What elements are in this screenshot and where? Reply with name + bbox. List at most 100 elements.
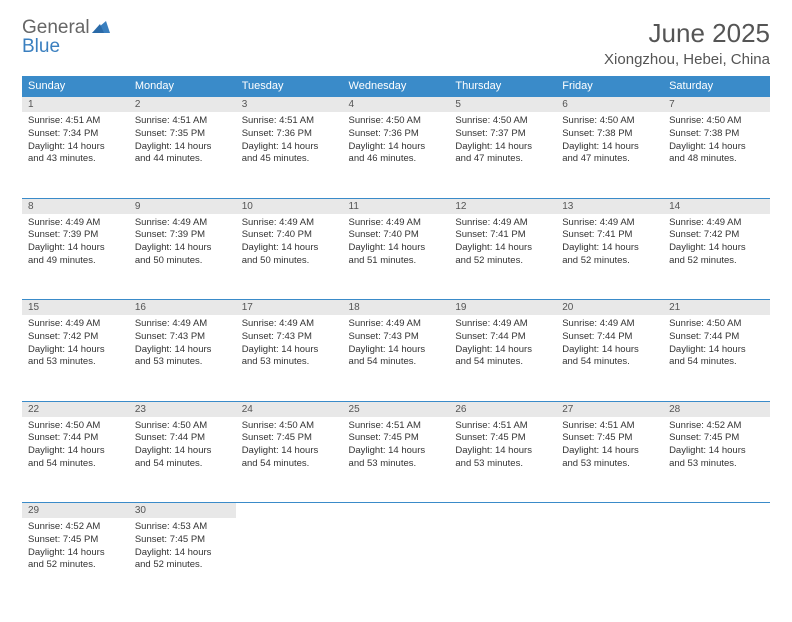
sunset-line: Sunset: 7:45 PM [455,432,550,445]
daylight-line: Daylight: 14 hours and 52 minutes. [562,242,657,268]
day-cell: Sunrise: 4:51 AMSunset: 7:45 PMDaylight:… [556,417,663,503]
daylight-line: Daylight: 14 hours and 43 minutes. [28,141,123,167]
title-block: June 2025 Xiongzhou, Hebei, China [604,18,770,68]
sunrise-line: Sunrise: 4:50 AM [669,115,764,128]
sunset-line: Sunset: 7:45 PM [669,432,764,445]
sunset-line: Sunset: 7:34 PM [28,128,123,141]
day-content: Sunrise: 4:49 AMSunset: 7:44 PMDaylight:… [449,315,556,375]
day-number-cell: 9 [129,198,236,214]
sunset-line: Sunset: 7:40 PM [349,229,444,242]
day-cell: Sunrise: 4:49 AMSunset: 7:41 PMDaylight:… [556,214,663,300]
sunrise-line: Sunrise: 4:49 AM [562,318,657,331]
sunrise-line: Sunrise: 4:49 AM [135,217,230,230]
day-content: Sunrise: 4:50 AMSunset: 7:44 PMDaylight:… [129,417,236,477]
day-cell [343,518,450,604]
daylight-line: Daylight: 14 hours and 54 minutes. [28,445,123,471]
day-number-cell: 30 [129,503,236,519]
sunset-line: Sunset: 7:45 PM [28,534,123,547]
sunrise-line: Sunrise: 4:52 AM [28,521,123,534]
calendar-page: General Blue June 2025 Xiongzhou, Hebei,… [0,0,792,622]
day-content: Sunrise: 4:50 AMSunset: 7:37 PMDaylight:… [449,112,556,172]
sunrise-line: Sunrise: 4:50 AM [242,420,337,433]
day-content: Sunrise: 4:49 AMSunset: 7:40 PMDaylight:… [343,214,450,274]
day-number-cell: 23 [129,401,236,417]
sunset-line: Sunset: 7:35 PM [135,128,230,141]
day-number-cell [556,503,663,519]
daylight-line: Daylight: 14 hours and 51 minutes. [349,242,444,268]
sunset-line: Sunset: 7:44 PM [135,432,230,445]
day-number-cell: 17 [236,300,343,316]
calendar-body: 1234567Sunrise: 4:51 AMSunset: 7:34 PMDa… [22,97,770,605]
day-content: Sunrise: 4:50 AMSunset: 7:38 PMDaylight:… [663,112,770,172]
day-cell: Sunrise: 4:50 AMSunset: 7:45 PMDaylight:… [236,417,343,503]
day-cell: Sunrise: 4:50 AMSunset: 7:44 PMDaylight:… [663,315,770,401]
day-content: Sunrise: 4:49 AMSunset: 7:44 PMDaylight:… [556,315,663,375]
day-cell: Sunrise: 4:49 AMSunset: 7:42 PMDaylight:… [22,315,129,401]
day-cell: Sunrise: 4:51 AMSunset: 7:34 PMDaylight:… [22,112,129,198]
sunset-line: Sunset: 7:41 PM [455,229,550,242]
weekday-header: Saturday [663,76,770,97]
day-cell: Sunrise: 4:49 AMSunset: 7:42 PMDaylight:… [663,214,770,300]
day-number-cell: 24 [236,401,343,417]
day-cell: Sunrise: 4:50 AMSunset: 7:38 PMDaylight:… [663,112,770,198]
day-number-cell: 26 [449,401,556,417]
sunrise-line: Sunrise: 4:49 AM [28,318,123,331]
day-cell: Sunrise: 4:50 AMSunset: 7:36 PMDaylight:… [343,112,450,198]
day-cell: Sunrise: 4:51 AMSunset: 7:45 PMDaylight:… [343,417,450,503]
sunrise-line: Sunrise: 4:49 AM [349,217,444,230]
daylight-line: Daylight: 14 hours and 52 minutes. [135,547,230,573]
day-number-cell [663,503,770,519]
sunset-line: Sunset: 7:45 PM [135,534,230,547]
day-number-cell: 8 [22,198,129,214]
daylight-line: Daylight: 14 hours and 49 minutes. [28,242,123,268]
sunrise-line: Sunrise: 4:51 AM [242,115,337,128]
daylight-line: Daylight: 14 hours and 53 minutes. [455,445,550,471]
day-content: Sunrise: 4:51 AMSunset: 7:45 PMDaylight:… [556,417,663,477]
day-number-cell [236,503,343,519]
sunset-line: Sunset: 7:36 PM [242,128,337,141]
day-content: Sunrise: 4:51 AMSunset: 7:35 PMDaylight:… [129,112,236,172]
sunrise-line: Sunrise: 4:50 AM [349,115,444,128]
day-cell: Sunrise: 4:51 AMSunset: 7:35 PMDaylight:… [129,112,236,198]
day-content: Sunrise: 4:52 AMSunset: 7:45 PMDaylight:… [663,417,770,477]
day-number-cell: 12 [449,198,556,214]
day-number-cell: 28 [663,401,770,417]
day-cell: Sunrise: 4:52 AMSunset: 7:45 PMDaylight:… [22,518,129,604]
daylight-line: Daylight: 14 hours and 53 minutes. [669,445,764,471]
daylight-line: Daylight: 14 hours and 48 minutes. [669,141,764,167]
daylight-line: Daylight: 14 hours and 53 minutes. [242,344,337,370]
day-content: Sunrise: 4:49 AMSunset: 7:42 PMDaylight:… [22,315,129,375]
daylight-line: Daylight: 14 hours and 46 minutes. [349,141,444,167]
day-content: Sunrise: 4:51 AMSunset: 7:34 PMDaylight:… [22,112,129,172]
sunset-line: Sunset: 7:44 PM [562,331,657,344]
weekday-header-row: Sunday Monday Tuesday Wednesday Thursday… [22,76,770,97]
day-number-cell: 25 [343,401,450,417]
day-content: Sunrise: 4:49 AMSunset: 7:41 PMDaylight:… [449,214,556,274]
day-number-row: 2930 [22,503,770,519]
day-content: Sunrise: 4:49 AMSunset: 7:43 PMDaylight:… [236,315,343,375]
daylight-line: Daylight: 14 hours and 54 minutes. [455,344,550,370]
sunset-line: Sunset: 7:38 PM [669,128,764,141]
sunrise-line: Sunrise: 4:50 AM [562,115,657,128]
day-content: Sunrise: 4:50 AMSunset: 7:44 PMDaylight:… [22,417,129,477]
sunset-line: Sunset: 7:38 PM [562,128,657,141]
day-content: Sunrise: 4:49 AMSunset: 7:39 PMDaylight:… [22,214,129,274]
sunrise-line: Sunrise: 4:49 AM [669,217,764,230]
day-content: Sunrise: 4:49 AMSunset: 7:43 PMDaylight:… [343,315,450,375]
logo-part1: General [22,17,90,38]
sunset-line: Sunset: 7:44 PM [28,432,123,445]
weekday-header: Wednesday [343,76,450,97]
location: Xiongzhou, Hebei, China [604,51,770,68]
sunrise-line: Sunrise: 4:51 AM [28,115,123,128]
sunrise-line: Sunrise: 4:53 AM [135,521,230,534]
weekday-header: Thursday [449,76,556,97]
sunrise-line: Sunrise: 4:49 AM [242,318,337,331]
day-number-cell: 4 [343,97,450,113]
day-number-cell: 18 [343,300,450,316]
day-number-cell: 29 [22,503,129,519]
daylight-line: Daylight: 14 hours and 47 minutes. [455,141,550,167]
daylight-line: Daylight: 14 hours and 52 minutes. [669,242,764,268]
sunrise-line: Sunrise: 4:49 AM [242,217,337,230]
sunrise-line: Sunrise: 4:50 AM [135,420,230,433]
sunrise-line: Sunrise: 4:51 AM [135,115,230,128]
